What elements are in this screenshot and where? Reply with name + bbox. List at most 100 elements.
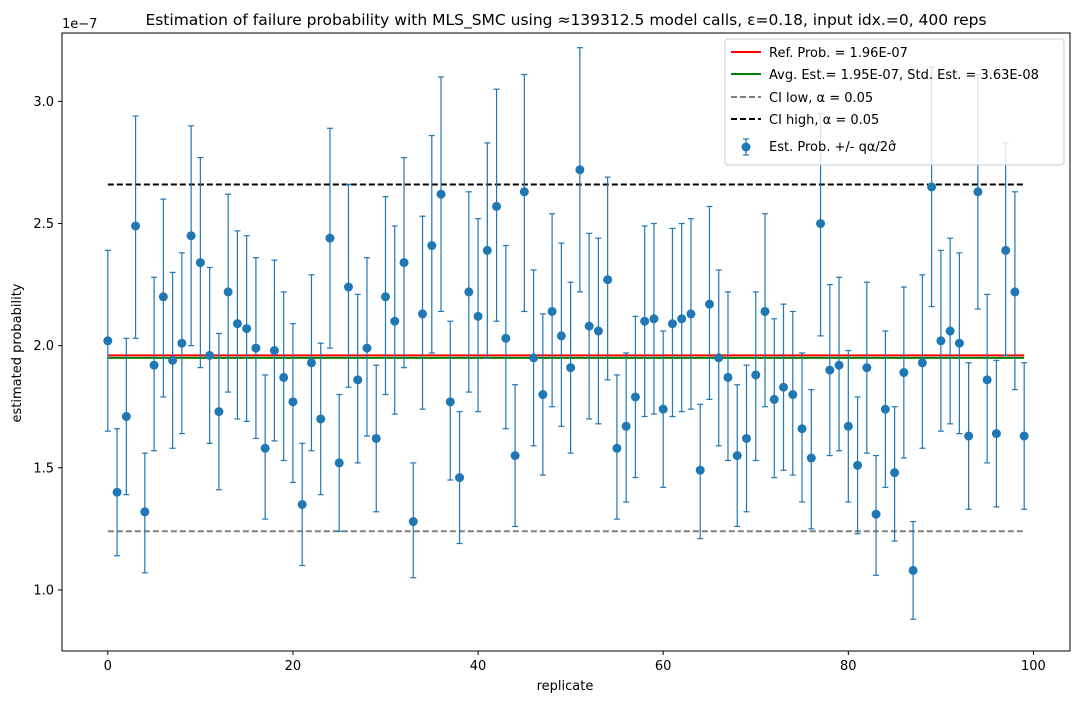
- estimate-marker: [269, 346, 279, 356]
- estimate-marker: [519, 187, 529, 197]
- estimate-marker: [566, 363, 576, 373]
- estimate-marker: [677, 314, 687, 324]
- estimate-marker: [612, 443, 622, 453]
- x-tick-label: 20: [285, 659, 302, 674]
- data-point: [492, 88, 502, 322]
- y-offset-label: 1e−7: [62, 17, 97, 32]
- estimate-marker: [954, 338, 964, 348]
- estimate-marker: [112, 487, 122, 497]
- estimate-marker: [260, 443, 270, 453]
- x-tick-label: 100: [1021, 659, 1046, 674]
- data-point: [686, 218, 696, 410]
- estimate-marker: [473, 311, 483, 321]
- data-point: [325, 127, 335, 349]
- data-point: [704, 205, 714, 401]
- estimate-marker: [806, 453, 816, 463]
- estimate-marker: [140, 507, 150, 517]
- data-point: [806, 389, 816, 530]
- data-point: [575, 47, 585, 293]
- data-point: [797, 352, 807, 503]
- estimate-marker: [603, 275, 613, 285]
- estimate-marker: [630, 392, 640, 402]
- estimate-marker: [834, 360, 844, 370]
- data-point: [834, 276, 844, 452]
- data-point: [593, 237, 603, 425]
- data-point: [964, 362, 974, 510]
- data-point: [658, 330, 668, 488]
- estimate-marker: [769, 394, 779, 404]
- data-point: [445, 320, 455, 481]
- estimate-marker: [427, 241, 437, 251]
- legend-label-est-prob: Est. Prob. +/- qα/2σ̂: [769, 140, 896, 155]
- data-point: [825, 283, 835, 457]
- legend-label-ci-high: CI high, α = 0.05: [769, 113, 879, 128]
- estimate-marker: [418, 309, 428, 319]
- estimate-marker: [158, 292, 168, 302]
- estimate-marker: [399, 258, 409, 268]
- data-point: [630, 315, 640, 479]
- estimate-marker: [381, 292, 391, 302]
- estimate-marker: [251, 343, 261, 353]
- estimate-marker: [927, 182, 937, 192]
- estimate-marker: [510, 451, 520, 461]
- estimate-marker: [242, 324, 252, 334]
- estimate-marker: [936, 336, 946, 346]
- data-point: [297, 442, 307, 567]
- estimate-marker: [371, 433, 381, 443]
- estimate-marker: [538, 390, 548, 400]
- estimate-marker: [121, 412, 131, 422]
- data-point: [779, 303, 789, 471]
- estimate-marker: [714, 353, 724, 363]
- estimate-marker: [890, 468, 900, 478]
- data-point: [1010, 191, 1020, 391]
- data-point: [205, 266, 215, 444]
- estimate-marker: [149, 360, 159, 370]
- data-point: [788, 310, 798, 476]
- data-point: [538, 313, 548, 476]
- data-point: [917, 274, 927, 449]
- data-point: [269, 259, 279, 442]
- data-point: [871, 454, 881, 576]
- data-point: [195, 156, 205, 369]
- data-point: [482, 142, 492, 359]
- estimate-marker: [232, 319, 242, 329]
- estimate-marker: [325, 233, 335, 243]
- data-point: [519, 73, 529, 313]
- data-point: [158, 198, 168, 398]
- estimate-marker: [741, 433, 751, 443]
- data-point: [436, 76, 446, 313]
- estimate-marker: [788, 390, 798, 400]
- data-point: [677, 222, 687, 413]
- x-tick-label: 80: [840, 659, 857, 674]
- data-point: [288, 323, 298, 484]
- legend-box: [724, 38, 1065, 166]
- data-point: [260, 374, 270, 520]
- estimate-marker: [575, 165, 585, 175]
- estimate-marker: [131, 221, 141, 231]
- y-tick-label: 1.0: [33, 583, 54, 598]
- data-point: [186, 125, 196, 347]
- data-point: [1019, 362, 1029, 510]
- data-point: [584, 232, 594, 420]
- estimate-marker: [1019, 431, 1029, 441]
- data-point: [667, 227, 677, 418]
- x-tick-label: 0: [104, 659, 112, 674]
- data-point: [843, 349, 853, 503]
- estimate-marker: [297, 499, 307, 509]
- estimate-marker: [853, 460, 863, 470]
- estimate-marker: [797, 424, 807, 434]
- legend-label-avg-est: Avg. Est.= 1.95E-07, Std. Est. = 3.63E-0…: [769, 68, 1039, 83]
- x-axis-label: replicate: [537, 679, 594, 694]
- data-point: [223, 193, 233, 393]
- estimate-marker: [103, 336, 113, 346]
- data-point: [140, 452, 150, 574]
- data-point: [316, 342, 326, 496]
- data-point: [649, 222, 659, 415]
- data-point: [695, 403, 705, 540]
- estimate-marker: [964, 431, 974, 441]
- data-point: [131, 115, 141, 339]
- data-point: [371, 364, 381, 513]
- data-point: [723, 291, 733, 462]
- estimate-marker: [464, 287, 474, 297]
- legend-swatch-est-prob: [741, 138, 751, 156]
